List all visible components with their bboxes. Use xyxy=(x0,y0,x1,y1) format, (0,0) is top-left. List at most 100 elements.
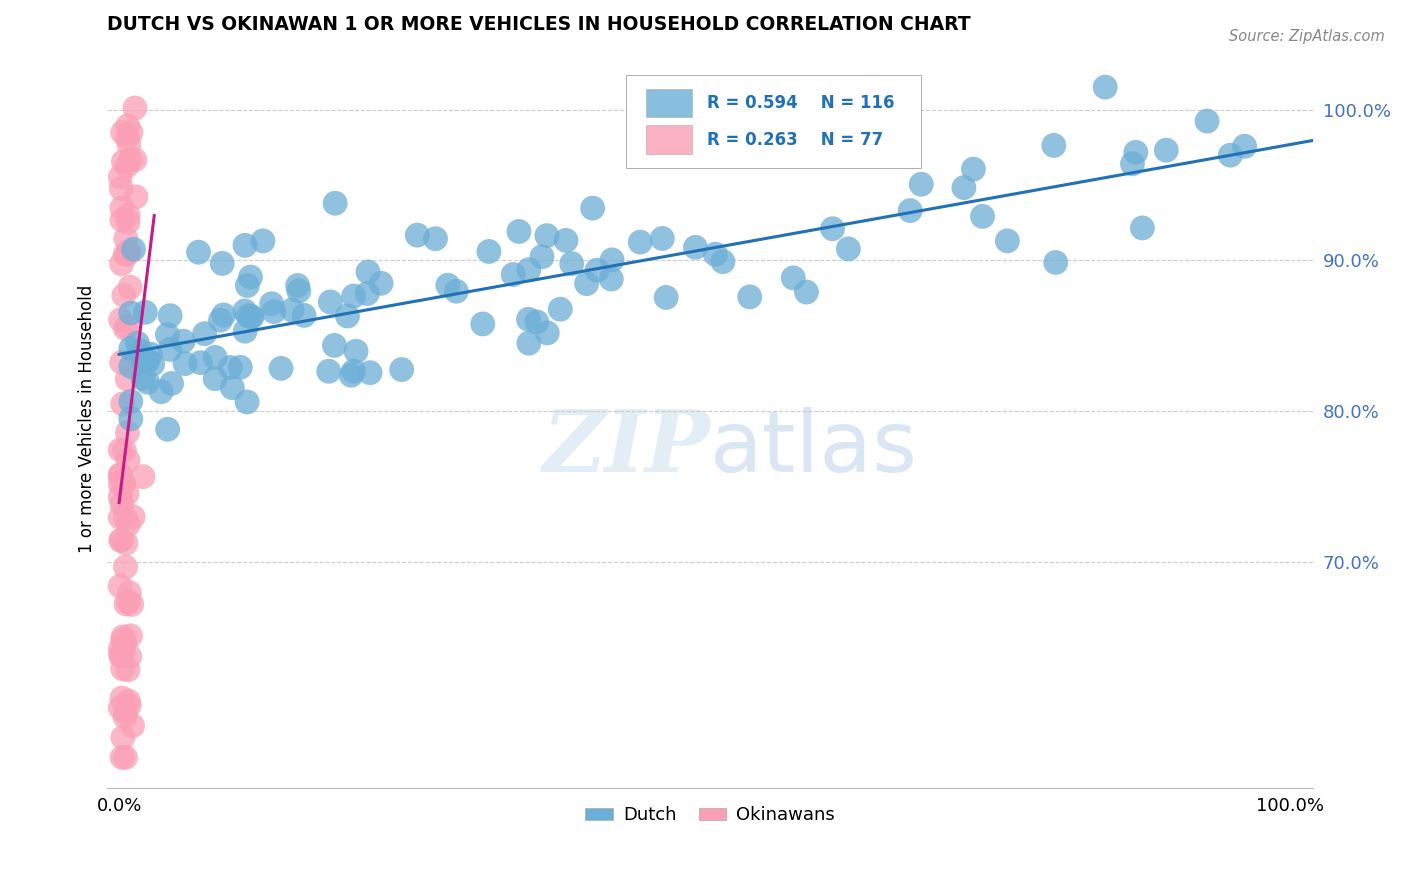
Point xyxy=(318,364,340,378)
Point xyxy=(124,153,146,167)
Point xyxy=(120,412,142,426)
Point xyxy=(111,397,134,411)
Point xyxy=(526,315,548,329)
Point xyxy=(118,698,141,713)
Point xyxy=(1233,139,1256,153)
Point xyxy=(112,154,135,169)
Point xyxy=(536,326,558,340)
Point xyxy=(114,710,136,724)
Point xyxy=(233,238,256,252)
Point xyxy=(972,210,994,224)
Point xyxy=(136,375,159,389)
Text: DUTCH VS OKINAWAN 1 OR MORE VEHICLES IN HOUSEHOLD CORRELATION CHART: DUTCH VS OKINAWAN 1 OR MORE VEHICLES IN … xyxy=(107,15,972,34)
Point xyxy=(110,533,132,548)
Point xyxy=(437,278,460,293)
Point xyxy=(600,272,623,286)
Point xyxy=(125,190,148,204)
Point xyxy=(117,694,139,708)
Point xyxy=(1125,145,1147,160)
Point xyxy=(502,268,524,282)
Point xyxy=(685,240,707,254)
Point xyxy=(139,347,162,361)
Y-axis label: 1 or more Vehicles in Household: 1 or more Vehicles in Household xyxy=(79,285,96,553)
Point xyxy=(110,181,132,195)
Point xyxy=(236,395,259,409)
Point xyxy=(238,309,260,323)
Point xyxy=(356,286,378,301)
Point xyxy=(471,317,494,331)
Point xyxy=(240,310,263,324)
Point xyxy=(1045,255,1067,269)
Point xyxy=(406,228,429,243)
Point xyxy=(110,642,132,657)
Point xyxy=(260,297,283,311)
Point xyxy=(263,304,285,318)
Point xyxy=(343,289,366,303)
Point xyxy=(172,334,194,348)
Point xyxy=(117,372,139,386)
Point xyxy=(118,280,141,294)
FancyBboxPatch shape xyxy=(647,126,692,153)
Point xyxy=(323,338,346,352)
Point xyxy=(118,244,141,259)
Point xyxy=(111,126,134,140)
Point xyxy=(132,354,155,368)
Point xyxy=(110,468,132,483)
Point xyxy=(711,254,734,268)
Point xyxy=(600,252,623,267)
Point xyxy=(150,384,173,399)
Point xyxy=(174,357,197,371)
Point xyxy=(357,265,380,279)
Point xyxy=(1219,148,1241,162)
Point xyxy=(233,324,256,338)
Point xyxy=(120,153,142,167)
Point xyxy=(211,256,233,270)
Point xyxy=(370,277,392,291)
Point xyxy=(110,579,132,593)
Point xyxy=(111,731,134,745)
Point xyxy=(446,284,468,298)
Legend: Dutch, Okinawans: Dutch, Okinawans xyxy=(578,799,842,831)
Point xyxy=(1132,221,1154,235)
Point xyxy=(517,262,540,277)
Point xyxy=(111,662,134,676)
Point xyxy=(953,180,976,194)
Point xyxy=(117,131,139,145)
Point xyxy=(120,306,142,320)
Point xyxy=(628,235,651,249)
Point xyxy=(118,586,141,600)
Point xyxy=(156,422,179,436)
Point xyxy=(344,344,367,359)
Point xyxy=(575,277,598,291)
Point xyxy=(110,510,132,524)
Point xyxy=(117,595,139,609)
Point xyxy=(110,257,132,271)
Point xyxy=(111,691,134,706)
Text: R = 0.263    N = 77: R = 0.263 N = 77 xyxy=(707,131,883,149)
Point xyxy=(1094,80,1116,95)
Point xyxy=(127,336,149,351)
Point xyxy=(110,169,132,184)
Point xyxy=(114,560,136,574)
Point xyxy=(910,178,932,192)
Point xyxy=(187,245,209,260)
Point xyxy=(132,469,155,483)
Point xyxy=(209,313,232,327)
Point xyxy=(233,304,256,318)
Point xyxy=(336,309,359,323)
Point xyxy=(115,319,138,334)
Point xyxy=(112,644,135,658)
Point xyxy=(110,442,132,457)
Point xyxy=(359,366,381,380)
Point xyxy=(110,648,132,662)
Point xyxy=(118,137,141,152)
Point xyxy=(281,302,304,317)
Point xyxy=(136,353,159,368)
Point xyxy=(239,270,262,285)
Point xyxy=(120,125,142,139)
Point xyxy=(159,309,181,323)
Point xyxy=(292,309,315,323)
Point xyxy=(319,295,342,310)
Point xyxy=(1197,114,1219,128)
Point xyxy=(323,196,346,211)
